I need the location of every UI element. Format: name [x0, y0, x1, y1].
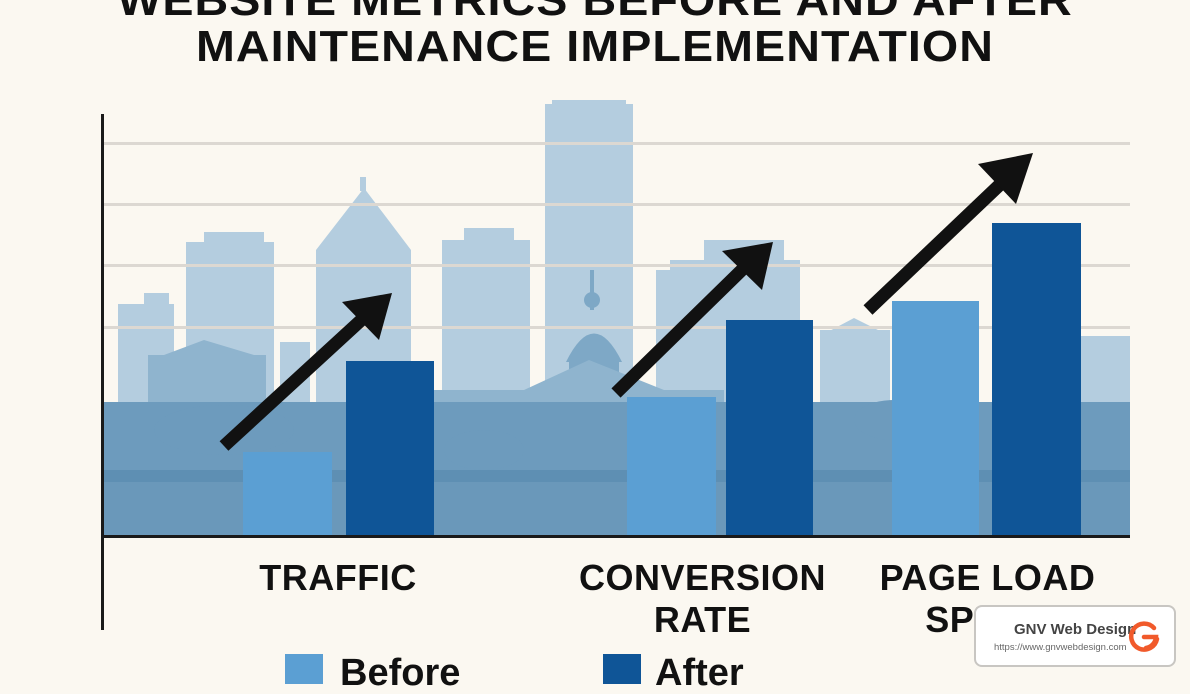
chart-title: WEBSITE METRICS BEFORE AND AFTER MAINTEN…: [0, 0, 1190, 70]
up-arrow-icon: [219, 293, 392, 451]
category-label-line: PAGE LOAD: [879, 557, 1096, 598]
legend-label-before: Before: [340, 652, 461, 694]
brand-name: GNV Web Design: [1014, 621, 1137, 638]
gridline: [104, 326, 1130, 329]
up-arrow-icon: [611, 242, 773, 398]
trend-arrows: [219, 153, 1033, 451]
legend-label-after: After: [655, 652, 744, 694]
bar-pageload-after: [992, 223, 1081, 535]
category-label-line: CONVERSION: [578, 557, 827, 598]
legend-swatch-before: [285, 654, 323, 684]
gridline: [104, 203, 1130, 206]
category-label-line: TRAFFIC: [259, 557, 417, 598]
chart-title-line-2: MAINTENANCE IMPLEMENTATION: [196, 22, 994, 71]
legend-swatch-after: [603, 654, 641, 684]
g-logo-icon: [1128, 621, 1160, 652]
chart-title-line-1: WEBSITE METRICS BEFORE AND AFTER: [117, 0, 1073, 25]
brand-url[interactable]: https://www.gnvwebdesign.com: [994, 642, 1127, 653]
bar-traffic-after: [346, 361, 434, 535]
bar-traffic-before: [243, 452, 332, 535]
bar-pageload-before: [892, 301, 979, 535]
category-label-traffic: TRAFFIC: [238, 557, 438, 599]
gridline: [104, 142, 1130, 145]
category-label-conversion-rate: CONVERSION RATE: [560, 557, 845, 641]
bar-conversion-before: [627, 397, 716, 535]
category-label-line: RATE: [653, 599, 752, 640]
y-axis: [101, 114, 104, 630]
x-axis: [101, 535, 1130, 538]
plot-area: TRAFFIC CONVERSION RATE PAGE LOAD SPEED: [101, 100, 1130, 641]
brand-badge[interactable]: GNV Web Design https://www.gnvwebdesign.…: [974, 605, 1176, 667]
up-arrow-icon: [863, 153, 1033, 315]
bar-conversion-after: [726, 320, 813, 535]
gridline: [104, 264, 1130, 267]
